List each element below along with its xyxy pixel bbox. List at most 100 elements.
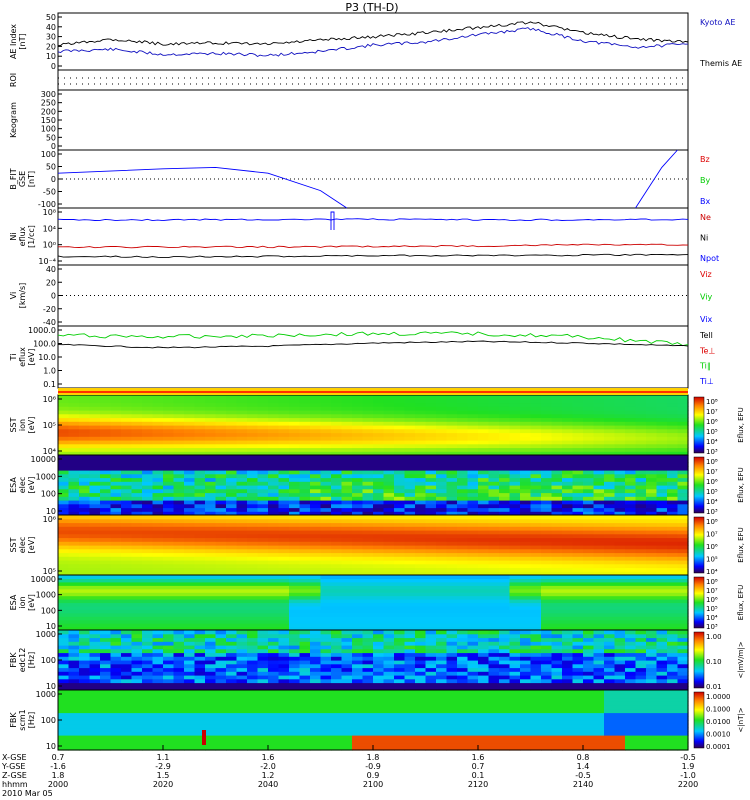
spectrogram-cell xyxy=(131,436,143,441)
spectrogram-cell xyxy=(310,443,322,449)
spectrogram-cell xyxy=(173,537,185,542)
spectrogram-cell xyxy=(425,633,437,639)
spectrogram-cell xyxy=(562,537,574,542)
spectrogram-cell xyxy=(562,623,574,628)
spectrogram-cell xyxy=(604,440,616,445)
spectrogram-cell xyxy=(79,522,91,527)
spectrogram-cell xyxy=(677,470,689,475)
spectrogram-cell xyxy=(236,563,248,569)
spectrogram-cell xyxy=(373,447,385,452)
spectrogram-cell xyxy=(488,518,500,524)
spectrogram-cell xyxy=(152,402,164,407)
spectrogram-cell xyxy=(530,623,542,628)
spectrogram-cell xyxy=(541,616,553,621)
spectrogram-cell xyxy=(68,575,80,579)
spectrogram-cell xyxy=(278,417,290,422)
spectrogram-cell xyxy=(79,500,91,505)
spectrogram-cell xyxy=(58,515,70,520)
spectrogram-cell xyxy=(89,466,101,471)
spectrogram-cell xyxy=(467,492,479,497)
spectrogram-cell xyxy=(467,656,479,661)
spectrogram-cell xyxy=(341,578,353,583)
spectrogram-cell xyxy=(394,652,406,657)
spectrogram-cell xyxy=(614,671,626,676)
spectrogram-cell xyxy=(299,682,311,687)
spectrogram-cell xyxy=(425,567,437,572)
spectrogram-cell xyxy=(583,470,595,475)
spectrogram-cell xyxy=(467,645,479,650)
spectrogram-cell xyxy=(205,548,217,554)
spectrogram-cell xyxy=(215,507,227,512)
spectrogram-cell xyxy=(593,436,605,441)
spectrogram-cell xyxy=(572,652,584,657)
spectrogram-cell xyxy=(173,425,185,430)
spectrogram-cell xyxy=(488,488,500,494)
spectrogram-cell xyxy=(310,507,322,512)
spectrogram-cell xyxy=(677,599,689,604)
spectrogram-cell xyxy=(226,588,238,593)
spectrogram-cell xyxy=(163,616,175,621)
spectrogram-cell xyxy=(89,421,101,426)
spectrogram-cell xyxy=(530,406,542,411)
spectrogram-cell xyxy=(530,503,542,509)
spectrogram-cell xyxy=(488,575,500,579)
spectrogram-cell xyxy=(257,545,269,550)
spectrogram-cell xyxy=(100,425,112,430)
spectrogram-cell xyxy=(436,633,448,639)
spectrogram-cell xyxy=(205,682,217,687)
spectrogram-cell xyxy=(667,588,679,593)
spectrogram-cell xyxy=(152,481,164,486)
spectrogram-cell xyxy=(667,428,679,434)
spectrogram-cell xyxy=(341,500,353,505)
spectrogram-cell xyxy=(268,428,280,434)
colorbar-tick-label: 10⁶ xyxy=(706,418,718,426)
spectrogram-cell xyxy=(184,616,196,621)
spectrogram-cell xyxy=(257,462,269,467)
spectrogram-cell xyxy=(142,581,154,586)
spectrogram-cell xyxy=(404,406,416,411)
spectrogram-cell xyxy=(404,421,416,426)
spectrogram-cell xyxy=(362,503,374,509)
spectrogram-cell xyxy=(68,626,80,631)
spectrogram-cell xyxy=(572,500,584,505)
spectrogram-cell xyxy=(215,667,227,672)
spectrogram-cell xyxy=(446,645,458,650)
spectrogram-cell xyxy=(58,602,70,607)
spectrogram-cell xyxy=(467,488,479,494)
spectrogram-cell xyxy=(625,678,637,684)
spectrogram-cell xyxy=(583,592,595,597)
spectrogram-cell xyxy=(415,633,427,639)
spectrogram-cell xyxy=(572,588,584,593)
spectrogram-cell xyxy=(446,567,458,572)
spectrogram-cell xyxy=(562,671,574,676)
spectrogram-cell xyxy=(446,560,458,565)
spectrogram-cell xyxy=(226,599,238,604)
spectrogram-cell xyxy=(173,488,185,494)
spectrogram-cell xyxy=(341,425,353,430)
spectrogram-cell xyxy=(331,656,343,661)
spectrogram-cell xyxy=(572,537,584,542)
panel-frame xyxy=(57,89,689,151)
spectrogram-cell xyxy=(205,440,217,445)
spectrogram-cell xyxy=(593,682,605,687)
spectrogram-cell xyxy=(173,496,185,501)
spectrogram-cell xyxy=(278,440,290,445)
spectrogram-cell xyxy=(163,458,175,464)
spectrogram-cell xyxy=(89,602,101,607)
spectrogram-cell xyxy=(89,541,101,546)
spectrogram-cell xyxy=(436,515,448,520)
spectrogram-cell xyxy=(404,458,416,464)
spectrogram-cell xyxy=(394,641,406,646)
spectrogram-cell xyxy=(362,602,374,607)
spectrogram-cell xyxy=(404,602,416,607)
spectrogram-cell xyxy=(205,575,217,579)
spectrogram-cell xyxy=(499,602,511,607)
spectrogram-cell xyxy=(499,443,511,449)
spectrogram-cell xyxy=(656,522,668,527)
spectrogram-cell xyxy=(583,581,595,586)
spectrogram-cell xyxy=(520,398,532,404)
spectrogram-cell xyxy=(278,560,290,565)
spectrogram-cell xyxy=(100,599,112,604)
spectrogram-cell xyxy=(152,447,164,452)
spectrogram-cell xyxy=(562,406,574,411)
